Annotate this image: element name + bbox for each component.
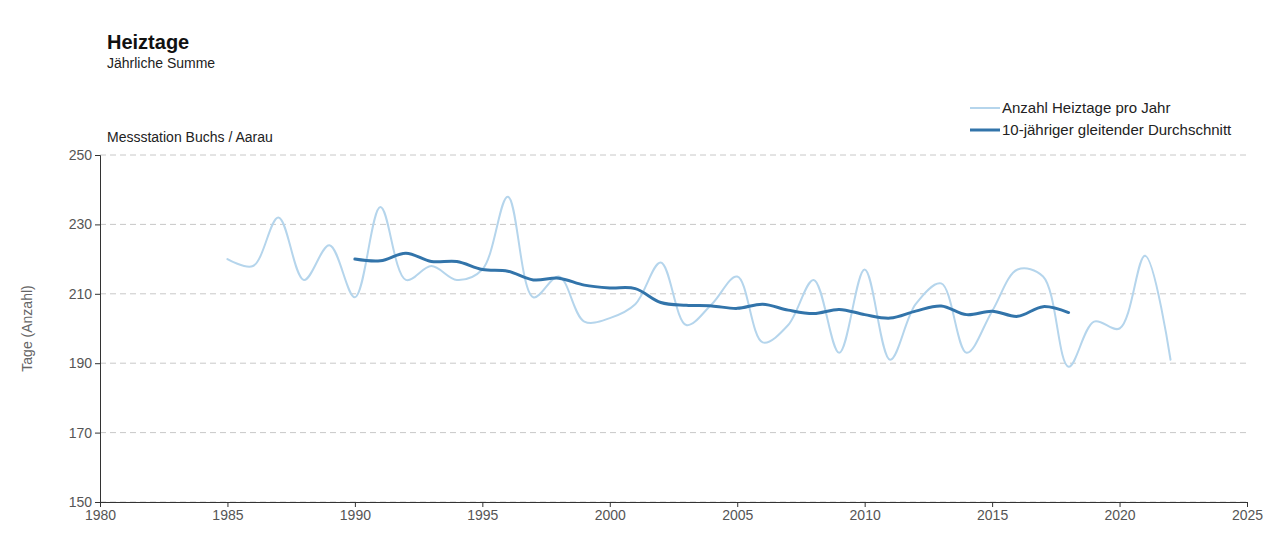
y-tick: 250 <box>69 147 100 163</box>
x-tick: 2015 <box>977 502 1008 523</box>
x-tick-label: 1990 <box>340 507 371 523</box>
legend-item: 10-jähriger gleitender Durchschnitt <box>970 121 1232 138</box>
y-axis-line <box>95 156 101 503</box>
grid-line <box>100 432 1247 433</box>
y-tick: 230 <box>69 216 100 232</box>
x-axis-line <box>101 503 1248 508</box>
x-tick-label: 2000 <box>595 507 626 523</box>
legend-swatch <box>970 107 1000 109</box>
y-tick-mark <box>95 502 100 503</box>
legend-item: Anzahl Heiztage pro Jahr <box>970 99 1170 116</box>
annotation: Messstation Buchs / Aarau <box>107 129 273 145</box>
series-group <box>227 197 1170 367</box>
grid-line <box>100 363 1247 364</box>
grid <box>100 155 1247 502</box>
x-tick-label: 2020 <box>1104 507 1135 523</box>
x-tick-label: 2005 <box>722 507 753 523</box>
x-tick: 1985 <box>212 502 243 523</box>
legend-label: 10-jähriger gleitender Durchschnitt <box>1002 121 1232 138</box>
x-tick: 2005 <box>722 502 753 523</box>
y-tick-mark <box>95 224 100 225</box>
y-axis-title: Tage (Anzahl) <box>19 285 35 371</box>
x-tick: 2010 <box>850 502 881 523</box>
x-tick-label: 2010 <box>850 507 881 523</box>
legend-swatch <box>970 129 1000 132</box>
x-tick: 1990 <box>340 502 371 523</box>
y-tick-label: 170 <box>69 425 93 441</box>
y-tick-label: 190 <box>69 355 93 371</box>
x-tick: 1995 <box>467 502 498 523</box>
x-tick: 2000 <box>595 502 626 523</box>
y-tick: 210 <box>69 286 100 302</box>
x-tick: 2020 <box>1104 502 1135 523</box>
y-tick: 170 <box>69 425 100 441</box>
title: Heiztage <box>107 31 189 53</box>
x-tick: 2025 <box>1232 502 1263 523</box>
series-line <box>355 253 1069 318</box>
y-tick-label: 210 <box>69 286 93 302</box>
legend: Anzahl Heiztage pro Jahr 10-jähriger glei… <box>970 99 1232 138</box>
x-tick-label: 1985 <box>212 507 243 523</box>
y-tick-label: 230 <box>69 216 93 232</box>
legend-label: Anzahl Heiztage pro Jahr <box>1002 99 1170 116</box>
series-line <box>227 197 1170 367</box>
grid-line <box>100 155 1247 156</box>
subtitle: Jährliche Summe <box>107 55 215 71</box>
x-tick-label: 2015 <box>977 507 1008 523</box>
x-tick-label: 2025 <box>1232 507 1263 523</box>
y-tick-mark <box>95 294 100 295</box>
x-tick-label: 1995 <box>467 507 498 523</box>
y-tick-mark <box>95 155 100 156</box>
x-axis: 1980 1985 1990 1995 2000 2005 2010 2015 2020 2025 <box>85 502 1263 523</box>
plot: 1501701902102302501980198519901995200020… <box>69 147 1264 523</box>
y-tick: 190 <box>69 355 100 371</box>
y-tick-mark <box>95 363 100 364</box>
x-tick-label: 1980 <box>85 507 116 523</box>
chart: Heiztage Jährliche Summe Messstation Buchs… <box>0 0 1280 537</box>
y-tick-mark <box>95 433 100 434</box>
y-tick-label: 250 <box>69 147 93 163</box>
y-axis: 150170190210230250 <box>69 147 101 510</box>
x-tick: 1980 <box>85 502 116 523</box>
